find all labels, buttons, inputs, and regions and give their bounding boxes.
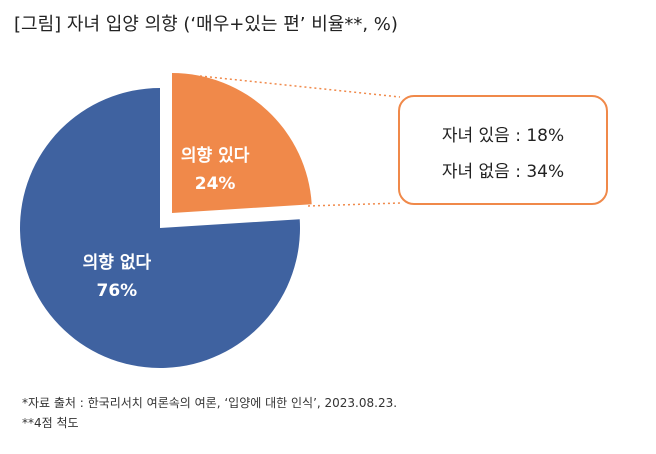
- callout-box: 자녀 있음 : 18% 자녀 없음 : 34%: [398, 95, 608, 205]
- source-note: *자료 출처 : 한국리서치 여론속의 여론, ‘입양에 대한 인식’, 202…: [22, 396, 398, 410]
- chart-title: [그림] 자녀 입양 의향 (‘매우+있는 편’ 비율**, %): [14, 14, 398, 35]
- scale-note: **4점 척도: [22, 416, 79, 430]
- slice-label-yes: 의향 있다: [181, 145, 250, 166]
- callout-without-children: 자녀 없음 : 34%: [441, 162, 565, 182]
- callout-with-children: 자녀 있음 : 18%: [441, 126, 565, 146]
- slice-value-no: 76%: [97, 281, 138, 301]
- slice-value-yes: 24%: [195, 174, 236, 194]
- pie-slice-no: [19, 88, 301, 368]
- slice-label-no: 의향 없다: [83, 252, 152, 273]
- pie-slice-yes: [172, 73, 312, 213]
- callout-connector-top: [199, 75, 401, 98]
- callout-connector-bottom: [307, 202, 401, 207]
